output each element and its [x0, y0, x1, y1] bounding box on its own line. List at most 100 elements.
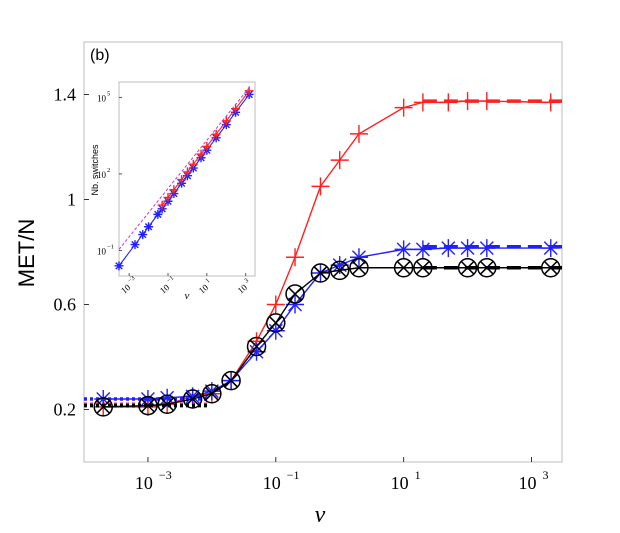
blue-point-shape	[458, 239, 477, 258]
inset-red-point-shape	[211, 129, 221, 139]
black-point	[93, 397, 113, 417]
black-point-cross	[313, 266, 328, 280]
x-tick-label: 10	[391, 473, 409, 493]
inset-red-point	[177, 175, 187, 185]
red-point	[286, 248, 305, 267]
black-point-circle	[540, 258, 561, 278]
blue-point	[413, 240, 432, 259]
inset-x-axis-label: ν	[185, 290, 190, 302]
inset-y-tick-exponent: 5	[107, 90, 110, 97]
black-point-cross	[141, 398, 155, 413]
red-point-shape	[330, 151, 349, 170]
blue-point-shape	[439, 239, 458, 258]
panel-label: (b)	[90, 47, 110, 64]
black-point-circle	[138, 395, 158, 416]
red-point-shape	[541, 93, 560, 112]
inset-series-layer	[114, 86, 254, 271]
blue-point	[183, 387, 202, 406]
red-point	[349, 124, 368, 143]
red-point-shape	[413, 93, 432, 112]
black-point-circle	[477, 258, 497, 278]
black-point-circle	[221, 370, 241, 391]
inset-red-point-shape	[157, 200, 167, 210]
blue-point	[202, 382, 221, 401]
inset-red-point	[182, 167, 192, 177]
black-point-cross	[396, 260, 411, 275]
black-point-cross	[416, 260, 430, 275]
red-point-shape	[286, 248, 305, 267]
red-point	[477, 92, 496, 111]
black-point	[477, 258, 497, 278]
blue-point	[330, 256, 349, 275]
y-tick-label: 0.2	[54, 400, 77, 420]
blue-point	[94, 390, 113, 408]
inset-red-point	[211, 129, 221, 139]
black-point-cross	[185, 392, 200, 406]
blue-point-shape	[158, 388, 177, 407]
inset-blue-point	[130, 240, 140, 250]
black-point	[393, 258, 414, 278]
black-point-circle	[413, 258, 433, 278]
x-tick-label: 10	[263, 473, 281, 493]
black-point-circle	[157, 394, 177, 414]
red-point	[330, 151, 349, 170]
black-point	[457, 258, 478, 278]
inset-y-tick-label: 10	[97, 170, 107, 180]
black-point-cross	[288, 287, 302, 301]
black-point-cross	[352, 260, 366, 275]
blue-point-shape	[394, 240, 413, 259]
black-point-circle	[457, 258, 478, 278]
black-point-cross	[479, 260, 494, 275]
inset-blue-point-shape	[130, 240, 140, 250]
blue-point	[286, 295, 305, 314]
black-point	[202, 384, 222, 404]
blue-point	[349, 248, 368, 267]
inset-red-point	[157, 200, 167, 210]
black-point-cross	[268, 316, 283, 330]
inset-blue-point	[114, 261, 124, 271]
red-point-shape	[477, 92, 496, 111]
y-axis-label: MET/N	[14, 219, 39, 287]
black-point	[413, 258, 433, 278]
main-series-layer	[84, 92, 562, 417]
black-point-circle	[182, 389, 203, 409]
black-point-circle	[393, 258, 414, 278]
x-tick-label: 10	[135, 473, 153, 493]
inset-x-tick-exponent: −3	[127, 275, 137, 285]
blue-point	[394, 240, 413, 259]
blue-point-shape	[94, 390, 113, 408]
red-point-shape	[458, 92, 477, 111]
black-point	[246, 336, 267, 357]
inset-red-point-shape	[182, 167, 192, 177]
inset-blue-point	[144, 222, 154, 232]
red-point-shape	[311, 177, 330, 196]
blue-point	[266, 321, 285, 340]
inset-blue-point-shape	[153, 209, 163, 219]
inset-red-point	[188, 159, 198, 169]
black-point-circle	[285, 284, 305, 304]
inset-red-point	[221, 116, 231, 126]
red-point	[458, 92, 477, 111]
red-point	[266, 295, 285, 314]
blue-point	[158, 388, 177, 407]
red-point-shape	[349, 124, 368, 143]
black-point-circle	[266, 313, 286, 333]
black-point-cross	[96, 400, 111, 414]
black-point-circle	[246, 336, 267, 357]
black-point-cross	[160, 397, 175, 412]
inset-red-point-shape	[169, 185, 179, 195]
blue-point	[247, 342, 266, 361]
inset-x-tick-exponent: 3	[243, 277, 250, 284]
black-point	[221, 370, 241, 391]
inset-red-point-shape	[177, 175, 187, 185]
blue-point-shape	[541, 239, 560, 258]
x-tick-exponent: −3	[159, 468, 172, 482]
inset-red-point-shape	[221, 116, 231, 126]
black-point	[310, 263, 331, 283]
x-axis-label: ν	[315, 502, 326, 528]
black-point	[329, 260, 350, 281]
inset-red-line	[161, 90, 250, 206]
blue-point	[458, 239, 477, 258]
inset-y-tick-exponent: −1	[107, 243, 114, 250]
